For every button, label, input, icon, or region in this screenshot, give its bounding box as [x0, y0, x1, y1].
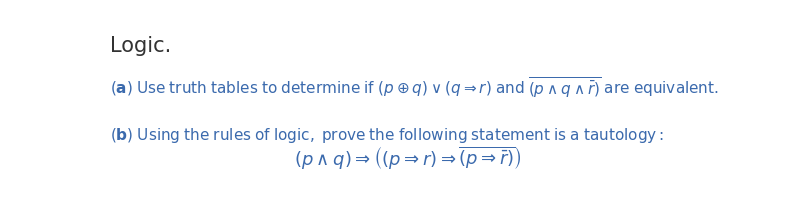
Text: $(\mathbf{b})\; \mathrm{Using\;the\;rules\;of\;logic,\;prove\;the\;following\;st: $(\mathbf{b})\; \mathrm{Using\;the\;rule…	[111, 126, 665, 145]
Text: $(p \wedge q) \Rightarrow \left((p \Rightarrow r) \Rightarrow \overline{(p \Righ: $(p \wedge q) \Rightarrow \left((p \Righ…	[293, 145, 522, 172]
Text: $(\mathbf{a})\; \mathrm{Use\;truth\;tables\;to\;determine\;if\;}(p \oplus q) \ve: $(\mathbf{a})\; \mathrm{Use\;truth\;tabl…	[111, 76, 719, 100]
Text: Logic.: Logic.	[111, 36, 172, 56]
